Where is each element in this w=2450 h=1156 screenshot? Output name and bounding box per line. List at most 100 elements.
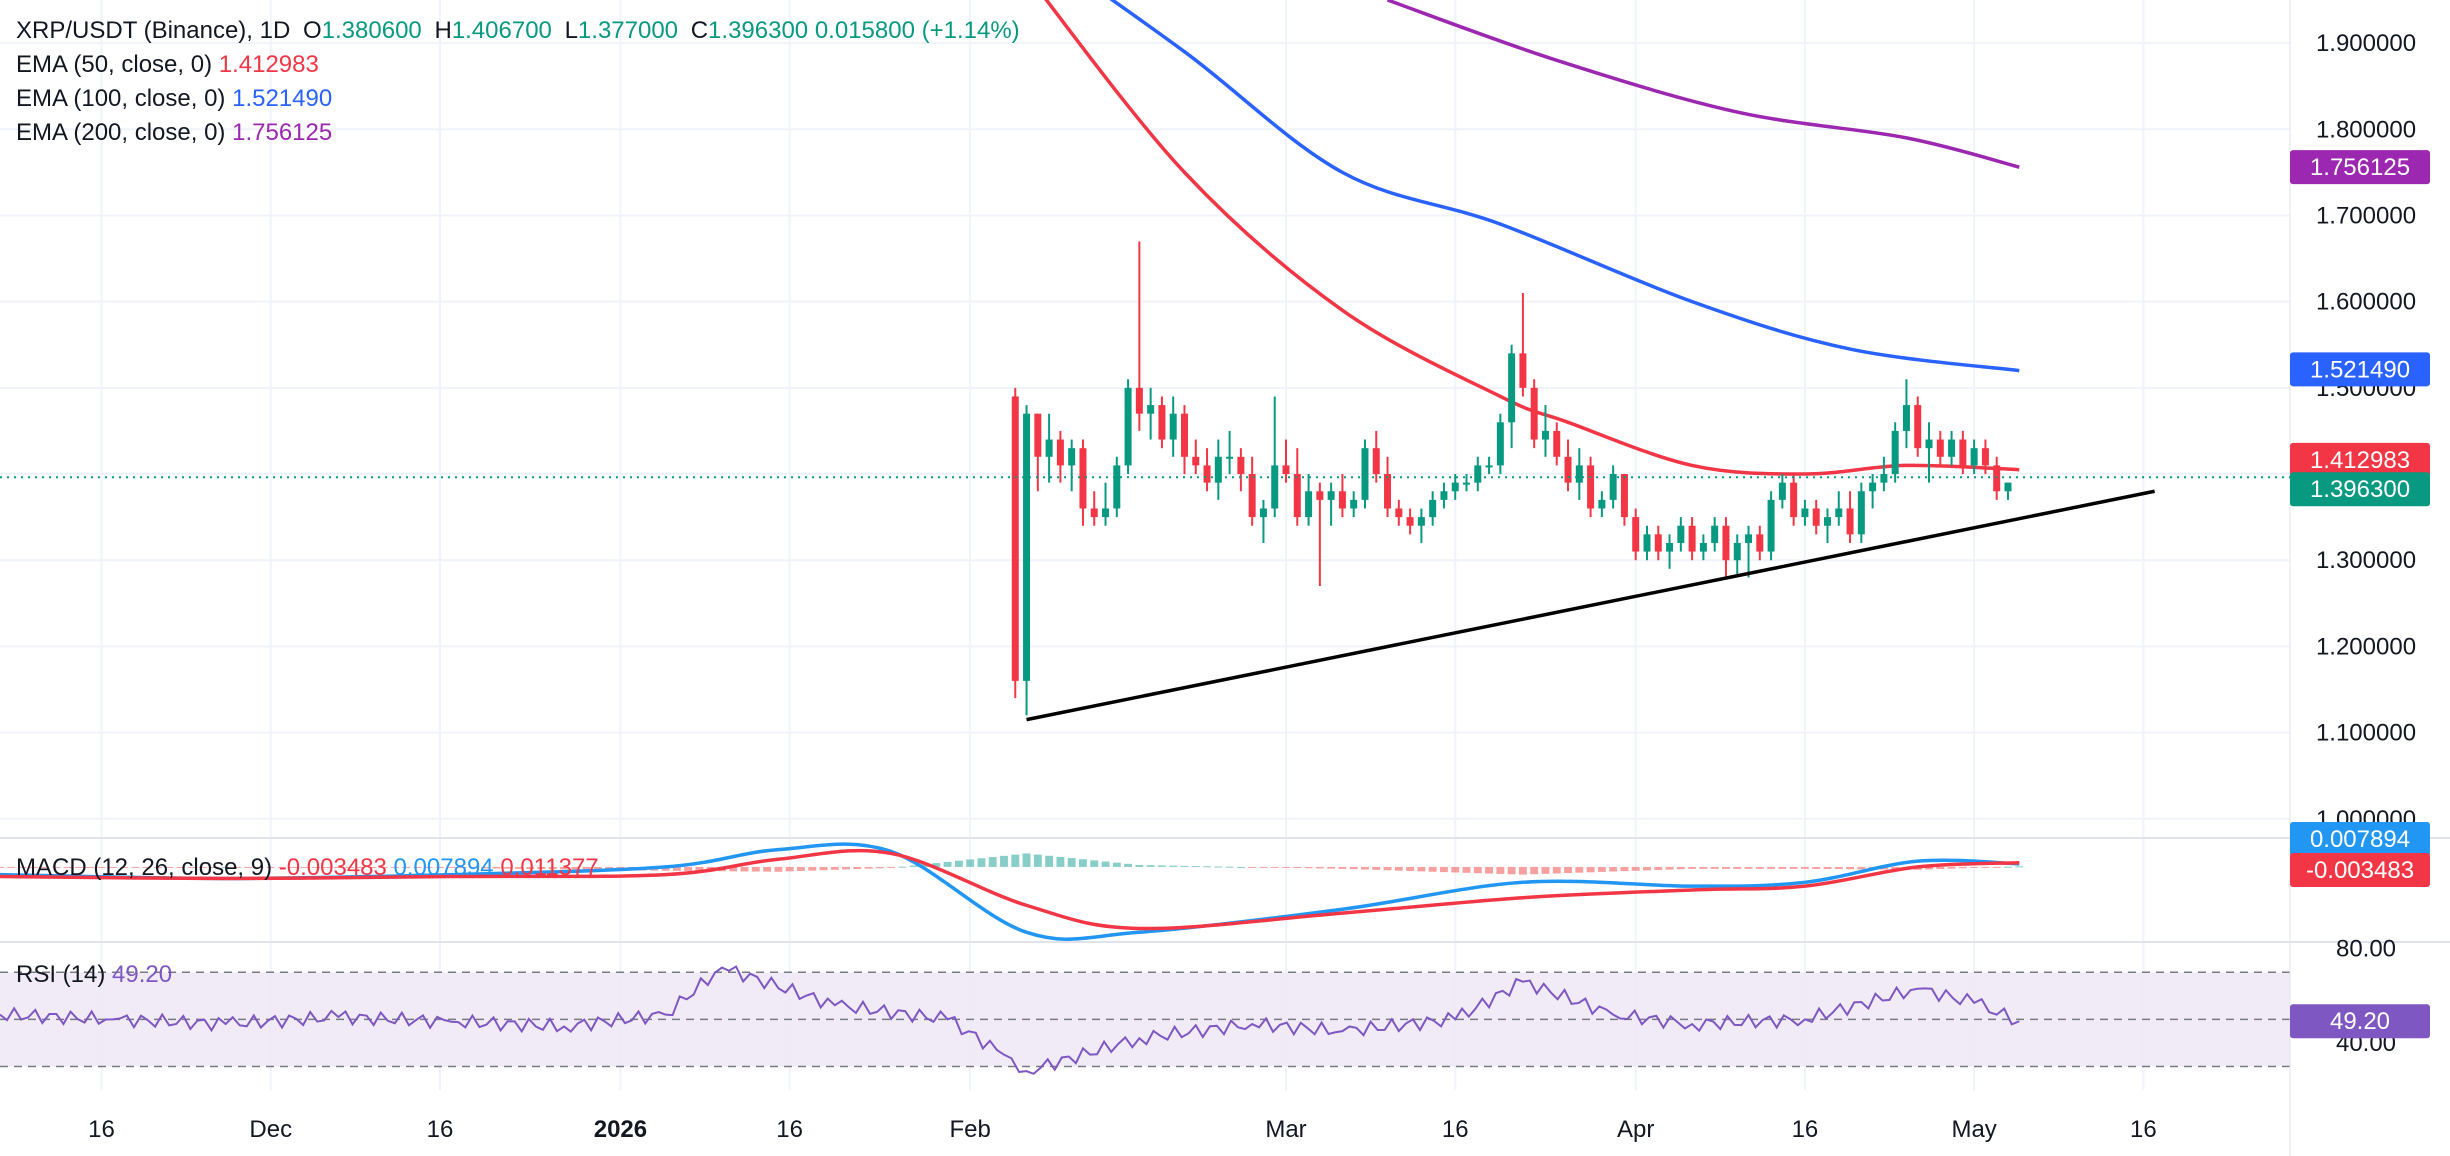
candle-body — [1395, 508, 1403, 518]
candle-body — [1666, 542, 1674, 552]
macd-histogram-bar — [921, 864, 929, 867]
candle-body — [1045, 439, 1053, 457]
macd-histogram-bar — [661, 866, 670, 871]
candle — [1214, 439, 1222, 500]
macd-histogram-bar — [1733, 866, 1742, 869]
candle — [1293, 448, 1301, 526]
rsi-line — [0, 965, 2020, 1075]
rsi-legend[interactable]: RSI (14) 49.20 — [16, 958, 172, 992]
candle-body — [1981, 448, 1989, 466]
candle — [1869, 474, 1877, 509]
candle — [1135, 241, 1143, 431]
last-price-badge-box — [2290, 472, 2430, 507]
ema200-badge-box — [2290, 150, 2430, 185]
macd-histogram-bar — [1485, 866, 1494, 874]
macd-histogram-bar — [1688, 866, 1697, 869]
macd-histogram-bar — [853, 866, 862, 870]
macd-histogram-bar — [1372, 866, 1381, 870]
macd-histogram-bar — [582, 866, 591, 870]
symbol-label[interactable]: XRP/USDT (Binance), 1D — [16, 17, 291, 44]
macd-histogram-bar — [1564, 866, 1572, 874]
macd-histogram-bar — [1304, 866, 1313, 869]
ema50-value: 1.412983 — [218, 51, 319, 78]
macd-histogram-bar — [131, 866, 140, 868]
macd-histogram-bar — [334, 866, 343, 868]
rsi-badge-text: 49.20 — [2330, 1008, 2390, 1035]
candle-body — [1316, 491, 1324, 500]
candle — [1711, 517, 1719, 552]
macd-histogram-bar — [210, 866, 219, 868]
macd-histogram-bar — [1812, 866, 1821, 869]
macd-histogram-bar — [323, 866, 332, 868]
candle-body — [1169, 413, 1177, 440]
candle-body — [1124, 387, 1132, 466]
macd-histogram-bar — [1665, 866, 1674, 870]
candle-body — [1350, 499, 1358, 509]
macd-histogram-bar — [176, 866, 185, 868]
price-tick-label: 1.300000 — [2316, 547, 2416, 574]
candle — [1914, 396, 1922, 457]
rsi-tick-label: 80.00 — [2336, 936, 2396, 963]
candle-body — [1902, 405, 1910, 431]
candle-body — [1857, 491, 1865, 535]
macd-histogram-bar — [560, 866, 568, 870]
macd-histogram-bar — [278, 866, 286, 868]
candle-body — [1237, 456, 1245, 475]
ema100-legend[interactable]: EMA (100, close, 0) 1.521490 — [16, 82, 1020, 116]
candle-body — [1451, 482, 1459, 492]
macd-histogram-bar — [1090, 860, 1099, 867]
macd-histogram-bar — [1259, 866, 1268, 868]
rsi-band — [0, 971, 2290, 1068]
candle-body — [1372, 448, 1380, 475]
candle-body — [1305, 491, 1313, 518]
candle — [1541, 405, 1549, 457]
macd-histogram-bar — [875, 866, 884, 869]
macd-histogram-bar — [1947, 866, 1956, 869]
macd-hist-badge-box — [2290, 853, 2430, 887]
macd-hist-badge-text: -0.003483 — [2306, 857, 2414, 884]
candle-body — [1226, 456, 1234, 459]
candle-body — [1948, 439, 1956, 457]
support-trendline[interactable] — [1026, 489, 2155, 722]
macd-badge: 0.007894 — [2290, 822, 2430, 856]
candle — [1857, 482, 1865, 543]
candle — [1338, 474, 1346, 518]
macd-histogram-bar — [1112, 862, 1121, 867]
candle-body — [1079, 448, 1087, 509]
ema-lines — [1044, 0, 2020, 476]
candle-body — [1654, 534, 1662, 552]
macd-histogram-bar — [1056, 856, 1065, 867]
macd-histogram-bar — [1169, 865, 1178, 867]
macd-histogram-bar — [1191, 866, 1200, 868]
candle — [1823, 508, 1831, 543]
rsi-badge-box — [2290, 1004, 2430, 1039]
candle-body — [1147, 405, 1155, 414]
candle-body — [1801, 508, 1809, 518]
macd-legend[interactable]: MACD (12, 26, close, 9) -0.003483 0.0078… — [16, 851, 599, 885]
candle — [1575, 448, 1583, 500]
candle-body — [1688, 525, 1696, 552]
macd-histogram-bar — [1000, 855, 1008, 867]
candle-body — [1508, 353, 1516, 423]
ema200-legend[interactable]: EMA (200, close, 0) 1.756125 — [16, 116, 1020, 150]
macd-histogram-bar — [1970, 866, 1979, 868]
ema200-value: 1.756125 — [232, 119, 333, 146]
candle-body — [1699, 542, 1707, 552]
macd-line-value: 0.007894 — [393, 854, 494, 881]
candle-body — [1970, 448, 1978, 466]
macd-histogram-bar — [1631, 866, 1640, 871]
macd-histogram-bar — [909, 865, 918, 867]
macd-histogram-bar — [2004, 866, 2012, 868]
macd-histogram-bar — [1722, 866, 1730, 869]
candle-body — [1429, 499, 1437, 518]
low-key: L — [564, 17, 578, 44]
ema50-legend[interactable]: EMA (50, close, 0) 1.412983 — [16, 48, 1020, 82]
macd-histogram-bar — [458, 866, 467, 869]
candle — [1666, 534, 1674, 569]
candle-body — [1203, 465, 1211, 483]
candle-body — [1530, 387, 1538, 440]
candle-body — [1756, 534, 1764, 552]
